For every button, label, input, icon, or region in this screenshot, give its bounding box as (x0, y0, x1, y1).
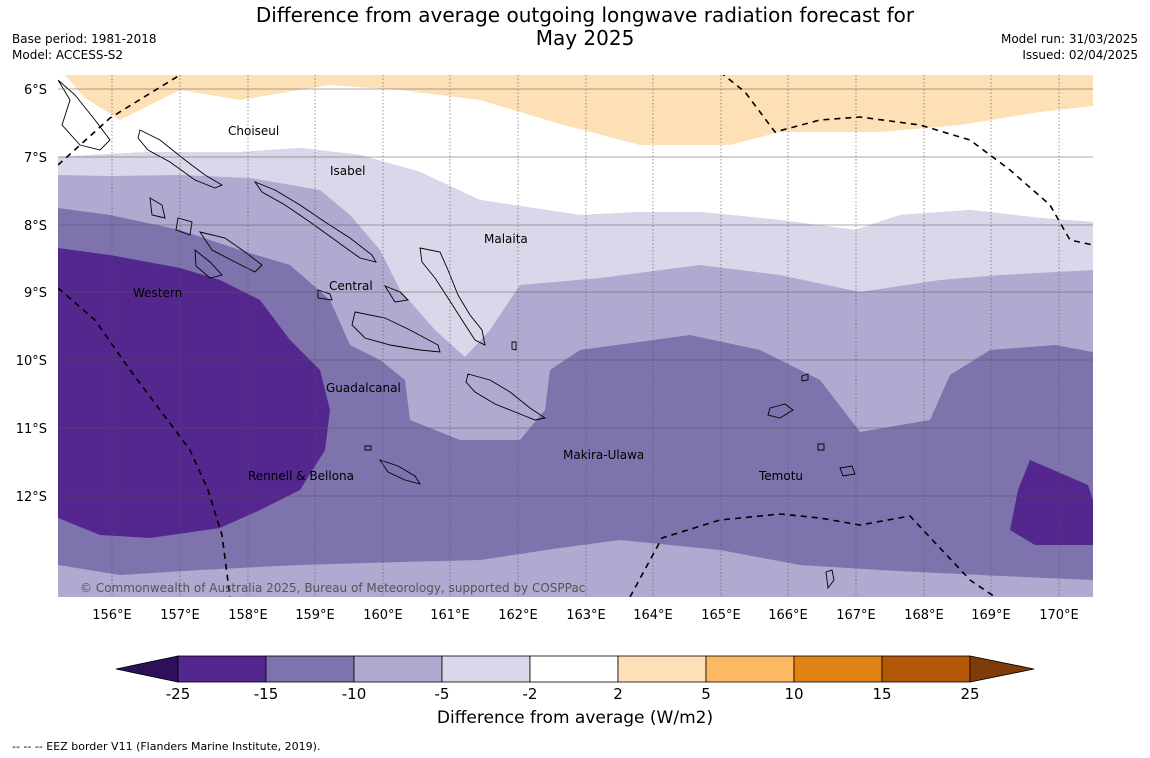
lat-label: 9°S (24, 286, 47, 301)
region-label-guadalcanal: Guadalcanal (326, 381, 401, 395)
region-label-central: Central (329, 279, 373, 293)
colorbar-tick: -15 (254, 685, 279, 703)
lon-label: 157°E (160, 608, 200, 623)
band-bottom-minus10-minus5 (58, 540, 1093, 597)
model-run: Model run: 31/03/2025 (1000, 32, 1138, 46)
latitude-labels: 6°S 7°S 8°S 9°S 10°S 11°S 12°S (16, 83, 47, 505)
colorbar-tick: -25 (166, 685, 191, 703)
lon-label: 167°E (836, 608, 876, 623)
meta-left: Base period: 1981-2018 Model: ACCESS-S2 (12, 31, 157, 63)
longitude-labels: 156°E 157°E 158°E 159°E 160°E 161°E 162°… (92, 608, 1079, 623)
lon-label: 160°E (363, 608, 403, 623)
colorbar-tick: -5 (435, 685, 450, 703)
colorbar-tick: 15 (872, 685, 891, 703)
lon-label: 163°E (566, 608, 606, 623)
footnote: -- -- -- EEZ border V11 (Flanders Marine… (12, 740, 321, 753)
eez-border (58, 75, 1093, 597)
band-minus15-minus10 (58, 208, 1093, 597)
colorbar-title: Difference from average (W/m2) (436, 708, 714, 728)
graticule (111, 75, 1060, 597)
lon-label: 162°E (498, 608, 538, 623)
lon-label: 158°E (228, 608, 268, 623)
lat-label: 11°S (16, 422, 47, 437)
chart-title: Difference from average outgoing longwav… (255, 3, 915, 50)
copyright-text: © Commonwealth of Australia 2025, Bureau… (80, 581, 585, 595)
colorbar-tick: 5 (701, 685, 711, 703)
lon-label: 168°E (904, 608, 944, 623)
colorbar-segment (265, 655, 355, 683)
region-label-choiseul: Choiseul (228, 124, 279, 138)
band-minus25-minus15-east (1010, 460, 1093, 545)
lon-label: 156°E (92, 608, 132, 623)
band-plus2-plus5 (65, 75, 1093, 145)
model-name: Model: ACCESS-S2 (12, 48, 124, 62)
region-label-western: Western (133, 286, 182, 300)
colorbar-tick: -2 (523, 685, 538, 703)
colorbar-segment (705, 655, 795, 683)
coastlines (58, 79, 856, 590)
region-label-makira-ulawa: Makira-Ulawa (563, 448, 644, 462)
colorbar-tick: 10 (784, 685, 803, 703)
lon-label: 170°E (1039, 608, 1079, 623)
lon-label: 165°E (701, 608, 741, 623)
base-period: Base period: 1981-2018 (12, 32, 157, 46)
colorbar-segment (441, 655, 531, 683)
region-label-rennell-bellona: Rennell & Bellona (248, 469, 354, 483)
colorbar-tick: 2 (613, 685, 623, 703)
colorbar-segment (617, 655, 707, 683)
lat-label: 10°S (16, 354, 47, 369)
band-minus25-minus15-west (58, 248, 330, 538)
colorbar-segment (529, 655, 619, 683)
lon-label: 169°E (971, 608, 1011, 623)
colorbar-tick: 25 (960, 685, 979, 703)
colorbar-segment (793, 655, 883, 683)
anomaly-field: © Commonwealth of Australia 2025, Bureau… (58, 75, 1093, 597)
colorbar-segment (881, 655, 971, 683)
region-label-isabel: Isabel (330, 164, 365, 178)
region-labels: Choiseul Isabel Malaita Western Central … (133, 124, 803, 483)
issued-date: Issued: 02/04/2025 (1022, 48, 1138, 62)
region-label-temotu: Temotu (758, 469, 803, 483)
region-label-malaita: Malaita (484, 232, 528, 246)
lat-label: 12°S (16, 490, 47, 505)
colorbar-tick: -10 (342, 685, 367, 703)
lat-label: 8°S (24, 219, 47, 234)
colorbar-arrow-right (969, 655, 1035, 683)
colorbar-arrow-left (115, 655, 179, 683)
colorbar-segment (177, 655, 267, 683)
lon-label: 166°E (768, 608, 808, 623)
lon-label: 161°E (430, 608, 470, 623)
colorbar (115, 655, 1035, 683)
band-minus5-minus2 (58, 148, 1093, 357)
colorbar-ticks: -25 -15 -10 -5 -2 2 5 10 15 25 (166, 685, 980, 703)
latitude-lines (58, 88, 1093, 497)
lat-label: 7°S (24, 151, 47, 166)
colorbar-segment (353, 655, 443, 683)
lon-label: 164°E (633, 608, 673, 623)
lat-label: 6°S (24, 83, 47, 98)
lon-label: 159°E (295, 608, 335, 623)
meta-right: Model run: 31/03/2025 Issued: 02/04/2025 (1001, 31, 1138, 63)
